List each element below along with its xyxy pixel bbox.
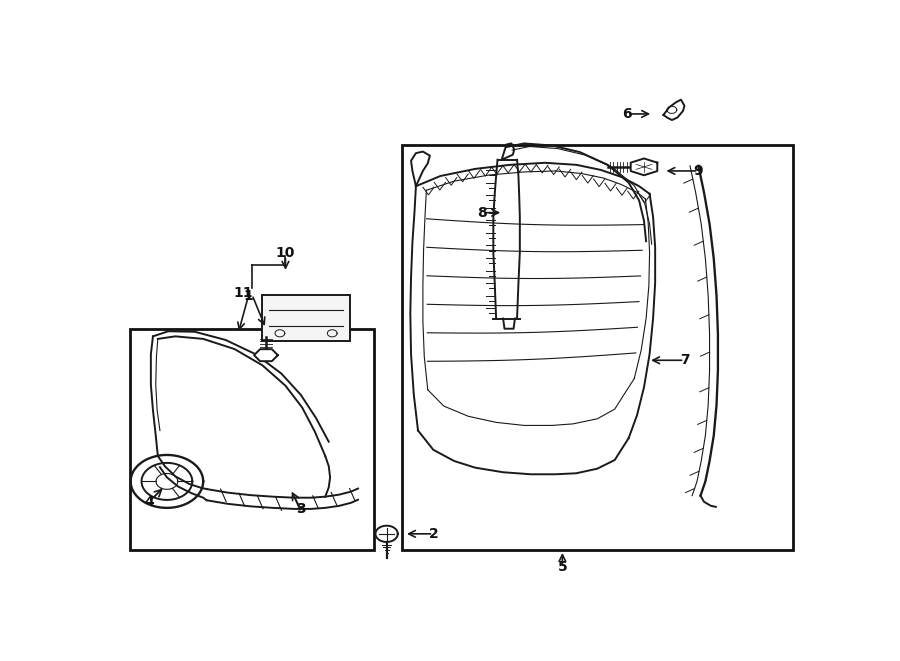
Text: 9: 9 [694,164,703,178]
Text: 1: 1 [244,289,254,303]
Bar [263,295,349,341]
Text: 2: 2 [428,527,438,541]
Text: 10: 10 [275,247,295,260]
Text: 4: 4 [144,495,154,509]
Bar [130,329,374,550]
Text: 7: 7 [680,353,689,368]
Text: 11: 11 [234,286,254,300]
Polygon shape [631,159,657,175]
Polygon shape [254,349,278,361]
Text: 6: 6 [623,107,632,121]
Text: 3: 3 [296,502,306,516]
Polygon shape [663,100,685,120]
Text: 8: 8 [477,206,487,219]
Text: 5: 5 [557,560,567,574]
Bar [402,145,793,550]
